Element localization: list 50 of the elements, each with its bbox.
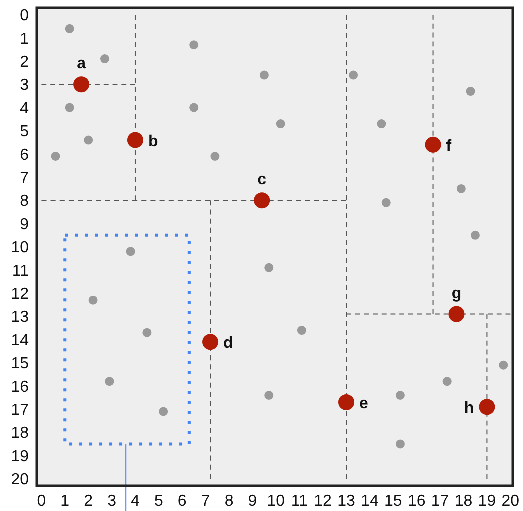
data-label: d [224, 335, 234, 352]
y-tick-label: 18 [11, 425, 30, 442]
y-tick-label: 12 [11, 286, 30, 304]
x-tick-label: 2 [84, 493, 94, 510]
x-tick-label: 6 [178, 493, 187, 510]
data-label: g [452, 285, 462, 302]
x-tick-label: 12 [314, 493, 332, 510]
data-label: f [446, 138, 452, 155]
x-tick-label: 9 [248, 493, 258, 510]
y-tick-label: 2 [20, 54, 30, 71]
x-tick-label: 4 [131, 493, 140, 510]
x-tick-label: 5 [154, 493, 164, 510]
x-tick-label: 10 [267, 493, 286, 510]
y-tick-label: 13 [11, 309, 30, 326]
y-tick-label: 5 [20, 124, 30, 141]
y-tick-label: 8 [20, 193, 30, 210]
data-label: c [258, 172, 267, 189]
y-tick-label: 4 [20, 100, 30, 118]
x-tick-label: 13 [338, 493, 356, 510]
y-tick-label: 20 [11, 472, 30, 489]
y-tick-label: 11 [12, 262, 30, 280]
x-tick-label: 17 [431, 493, 450, 510]
y-tick-label: 15 [11, 356, 30, 373]
data-label: a [77, 56, 86, 73]
x-tick-label: 20 [502, 493, 520, 510]
y-tick-label: 3 [20, 77, 30, 94]
x-tick-label: 0 [37, 493, 46, 510]
y-tick-label: 1 [20, 30, 30, 48]
x-tick-label: 19 [478, 493, 496, 510]
x-tick-label: 16 [408, 493, 426, 510]
y-tick-label: 9 [20, 216, 30, 234]
x-tick-label: 11 [291, 493, 308, 510]
y-tick-label: 0 [20, 8, 30, 25]
y-tick-label: 14 [11, 332, 30, 350]
y-tick-label: 7 [20, 170, 30, 187]
y-tick-label: 16 [11, 378, 30, 396]
x-tick-label: 8 [224, 493, 234, 510]
y-tick-label: 19 [11, 448, 30, 466]
x-tick-label: 14 [361, 493, 379, 510]
y-tick-label: 10 [11, 240, 30, 257]
x-tick-label: 7 [201, 493, 210, 510]
data-label: e [360, 395, 369, 412]
x-tick-label: 18 [454, 493, 473, 510]
x-tick-label: 3 [108, 493, 117, 510]
x-tick-label: 1 [60, 493, 70, 510]
y-tick-label: 6 [20, 146, 30, 164]
x-tick-label: 15 [384, 493, 402, 510]
y-tick-label: 17 [11, 402, 30, 420]
data-label: b [148, 133, 158, 150]
data-label: h [464, 400, 474, 418]
